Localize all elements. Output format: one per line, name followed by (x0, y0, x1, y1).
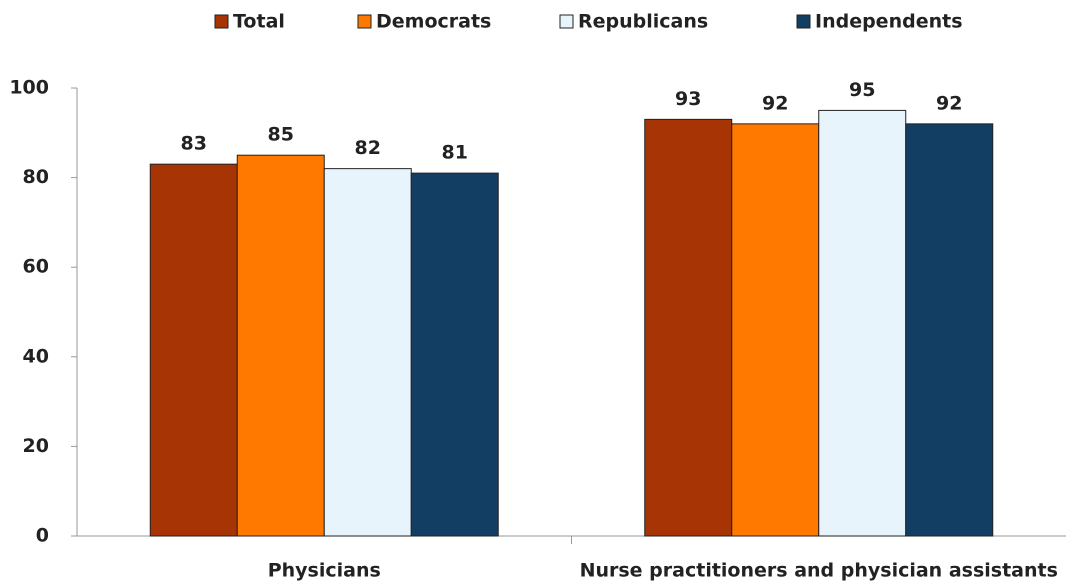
value-label: 92 (936, 92, 962, 114)
legend-swatch (357, 14, 372, 29)
bar (236, 154, 325, 537)
legend-label: Republicans (578, 11, 708, 33)
legend-swatch (214, 14, 229, 29)
value-label: 83 (181, 133, 207, 155)
y-tick-label: 20 (23, 435, 49, 457)
value-label: 95 (849, 79, 875, 101)
y-tick-label: 60 (23, 256, 49, 278)
value-label: 85 (268, 124, 294, 146)
bar (149, 163, 238, 537)
bar (410, 172, 499, 537)
bar (323, 168, 412, 537)
bar (818, 109, 907, 537)
bar (644, 118, 733, 537)
legend-swatch (559, 14, 574, 29)
y-tick-label: 100 (9, 77, 49, 99)
value-label: 92 (762, 92, 788, 114)
legend-swatch (796, 14, 811, 29)
bar (731, 123, 820, 537)
value-label: 93 (675, 88, 701, 110)
y-tick-label: 40 (23, 345, 49, 367)
legend-label: Democrats (376, 11, 491, 33)
x-tick-label: Physicians (268, 560, 381, 581)
y-tick-label: 0 (36, 525, 49, 547)
value-label: 82 (355, 137, 381, 159)
value-label: 81 (442, 142, 468, 164)
bar (905, 123, 994, 537)
legend-label: Total (233, 11, 285, 33)
x-tick-label: Nurse practitioners and physician assist… (580, 560, 1058, 581)
y-tick-label: 80 (23, 166, 49, 188)
legend-label: Independents (815, 11, 963, 33)
